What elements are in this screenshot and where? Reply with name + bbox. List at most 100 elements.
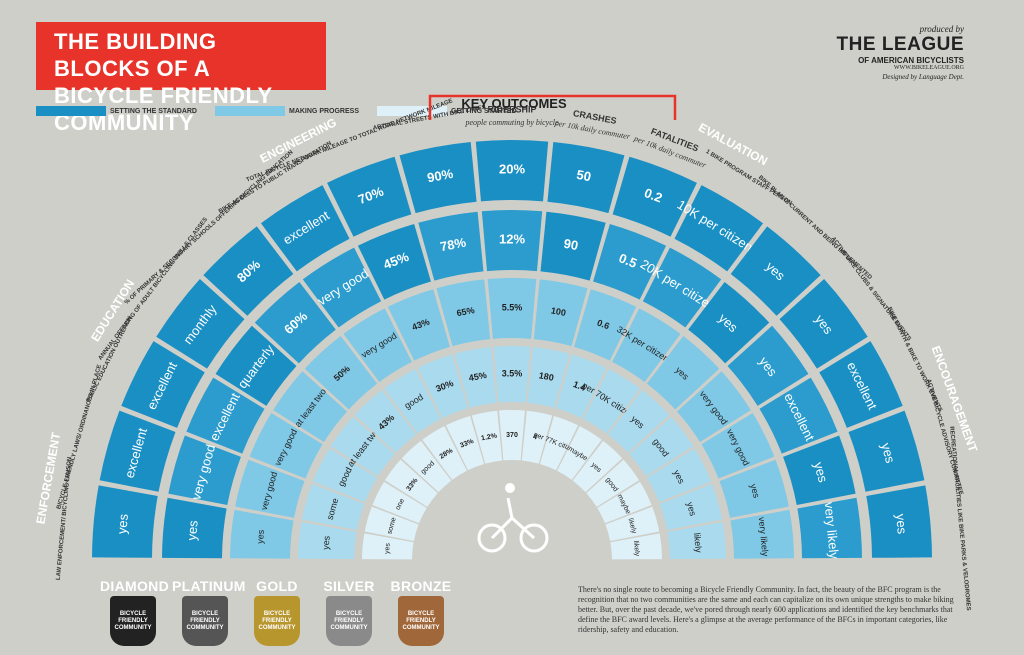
medal-name: GOLD bbox=[256, 578, 298, 594]
category-sublabel: people commuting by bicycle bbox=[464, 118, 559, 127]
medal-name: BRONZE bbox=[390, 578, 452, 594]
chart-cell bbox=[481, 210, 543, 272]
chart-cell-label: yes bbox=[811, 460, 831, 484]
chart-cell bbox=[203, 226, 294, 316]
chart-cell bbox=[688, 281, 770, 364]
key-outcomes-bracket bbox=[428, 94, 677, 120]
chart-cell bbox=[186, 377, 265, 454]
chart-cell bbox=[819, 341, 903, 428]
chart-cell bbox=[572, 440, 623, 493]
chart-cell-label: 33% bbox=[459, 438, 475, 450]
chart-cell-label: 0.2 bbox=[642, 185, 664, 206]
medal-silver: SILVER BICYCLE FRIENDLY COMMUNITY bbox=[316, 578, 382, 646]
chart-cell bbox=[556, 354, 607, 419]
chart-cell bbox=[659, 483, 723, 531]
chart-cell bbox=[301, 483, 365, 531]
chart-cell bbox=[418, 211, 484, 281]
chart-cell-label: 12% bbox=[499, 231, 525, 246]
chart-cell bbox=[646, 448, 712, 503]
chart-cell bbox=[646, 336, 720, 410]
chart-cell bbox=[362, 533, 414, 560]
chart-cell bbox=[230, 509, 294, 559]
chart-cell bbox=[597, 481, 652, 524]
chart-cell bbox=[168, 435, 241, 505]
medal-shield-icon: BICYCLE FRIENDLY COMMUNITY bbox=[254, 596, 300, 646]
chart-cell bbox=[162, 497, 227, 559]
medal-name: SILVER bbox=[323, 578, 375, 594]
chart-cell bbox=[586, 459, 640, 507]
producer-name: THE LEAGUE bbox=[836, 34, 964, 55]
chart-cell-label: yes bbox=[255, 529, 266, 544]
chart-cell-label: yes bbox=[878, 441, 898, 465]
chart-cell-label: 90 bbox=[563, 236, 580, 253]
chart-cell bbox=[422, 426, 467, 480]
chart-cell bbox=[730, 226, 821, 316]
chart-cell bbox=[612, 156, 697, 237]
chart-cell-label: yes bbox=[114, 513, 131, 535]
chart-cell bbox=[521, 410, 553, 464]
title-banner: THE BUILDING BLOCKS OF A BICYCLE FRIENDL… bbox=[36, 22, 326, 135]
legend-label: GETTING STARTED bbox=[451, 107, 517, 115]
chart-cell bbox=[848, 410, 925, 492]
chart-cell bbox=[557, 426, 602, 480]
chart-cell bbox=[454, 347, 497, 408]
produced-by: produced by bbox=[919, 24, 964, 34]
chart-cell bbox=[701, 413, 775, 479]
chart-cell bbox=[273, 371, 348, 442]
chart-cell-label: 5.5% bbox=[502, 302, 523, 312]
intro-text: There's no single route to becoming a Bi… bbox=[578, 585, 954, 634]
chart-cell bbox=[610, 533, 662, 560]
chart-cell bbox=[330, 416, 395, 477]
chart-cell-label: 50 bbox=[575, 167, 592, 184]
producer-url[interactable]: WWW.BIKELEAGUE.ORG bbox=[893, 65, 964, 71]
designer-credit: Designed by Language Dept. bbox=[882, 73, 964, 81]
chart-cell bbox=[547, 142, 625, 214]
legend-swatch bbox=[377, 106, 447, 116]
chart-cell bbox=[783, 435, 856, 505]
chart-cell-label: some bbox=[386, 517, 397, 535]
title-line-1: THE BUILDING BLOCKS OF A bbox=[54, 29, 217, 81]
chart-cell bbox=[436, 279, 491, 347]
chart-cell bbox=[302, 247, 382, 328]
chart-cell bbox=[797, 497, 862, 559]
chart-cell-label: 45% bbox=[468, 370, 488, 383]
chart-cell-label: one bbox=[395, 498, 407, 512]
bicycle-icon bbox=[490, 497, 536, 540]
chart-cell bbox=[156, 278, 245, 369]
chart-cell bbox=[642, 247, 722, 328]
chart-cell bbox=[121, 341, 205, 428]
chart-cell bbox=[384, 369, 441, 434]
chart-cell-label: yes bbox=[321, 535, 332, 550]
chart-cell bbox=[759, 377, 838, 454]
chart-cell-label: likely bbox=[632, 540, 640, 557]
chart-cell bbox=[593, 223, 667, 300]
legend-swatch bbox=[36, 106, 106, 116]
chart-cell bbox=[730, 509, 794, 559]
medal-diamond: DIAMOND BICYCLE FRIENDLY COMMUNITY bbox=[100, 578, 169, 646]
chart-cell-label: yes bbox=[384, 542, 392, 554]
chart-cell bbox=[312, 448, 378, 503]
chart-cell bbox=[475, 139, 549, 202]
chart-cell bbox=[254, 281, 336, 364]
chart-cell bbox=[527, 347, 570, 408]
medal-shield-icon: BICYCLE FRIENDLY COMMUNITY bbox=[326, 596, 372, 646]
chart-cell bbox=[607, 390, 670, 453]
chart-cell-label: 180 bbox=[538, 370, 555, 383]
chart-cell bbox=[629, 416, 694, 477]
chart-cell-label: likely bbox=[626, 517, 637, 534]
category-label: RIDERSHIP bbox=[487, 104, 536, 114]
chart-cell-label: 0.5 bbox=[617, 250, 639, 271]
chart-cell-label: yes bbox=[748, 483, 762, 500]
bicycle-icon bbox=[477, 523, 507, 553]
chart-cell bbox=[540, 211, 606, 281]
legend-label: SETTING THE STANDARD bbox=[110, 107, 197, 115]
medal-shield-icon: BICYCLE FRIENDLY COMMUNITY bbox=[110, 596, 156, 646]
chart-cell bbox=[384, 459, 438, 507]
chart-cell bbox=[445, 415, 485, 471]
legend-label: MAKING PROGRESS bbox=[288, 107, 359, 115]
chart-cell bbox=[249, 413, 323, 479]
chart-cell-label: yes bbox=[184, 519, 201, 541]
chart-cell bbox=[260, 185, 350, 272]
chart-cell-label: 0.6 bbox=[596, 318, 611, 332]
